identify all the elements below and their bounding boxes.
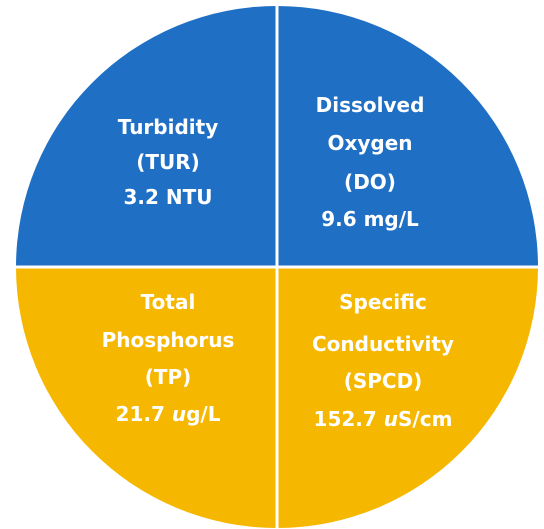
label-segment: S/cm [398,407,452,431]
label-segment: u [172,402,186,426]
label-segment: u [384,407,398,431]
label-segment: (TUR) [136,150,200,174]
label-segment: Turbidity [118,115,219,139]
quadrant-bottom-left [16,267,277,528]
quadrant-label-line: 21.7 ug/L [116,402,221,426]
quadrant-top-left [16,6,277,267]
label-segment: (TP) [145,365,192,389]
label-segment: Phosphorus [102,328,235,352]
label-segment: 9.6 mg/L [321,207,419,231]
quadrant-label-line: Conductivity [312,332,454,356]
label-segment: g/L [186,402,221,426]
quadrant-label-line: Total [141,290,196,314]
quadrant-label-line: (DO) [344,170,396,194]
quadrant-label-line: 3.2 NTU [123,185,212,209]
label-segment: 21.7 [116,402,172,426]
quadrant-label-line: Phosphorus [102,328,235,352]
label-segment: 3.2 NTU [123,185,212,209]
quadrant-bottom-right [277,267,538,528]
quadrant-label-line: (TUR) [136,150,200,174]
label-segment: 152.7 [314,407,384,431]
label-segment: Oxygen [327,131,412,155]
quadrant-label-line: 152.7 uS/cm [314,407,453,431]
quadrant-label-line: (TP) [145,365,192,389]
label-segment: Conductivity [312,332,454,356]
quadrant-label-line: Dissolved [316,93,425,117]
quadrant-label-line: 9.6 mg/L [321,207,419,231]
quadrant-label-line: Turbidity [118,115,219,139]
label-segment: Specific [339,290,427,314]
quadrant-label-line: (SPCD) [344,369,423,393]
label-segment: Total [141,290,196,314]
label-segment: (DO) [344,170,396,194]
quadrant-label-line: Specific [339,290,427,314]
quadrant-label-line: Oxygen [327,131,412,155]
label-segment: (SPCD) [344,369,423,393]
quadrant-top-right [277,6,538,267]
label-segment: Dissolved [316,93,425,117]
